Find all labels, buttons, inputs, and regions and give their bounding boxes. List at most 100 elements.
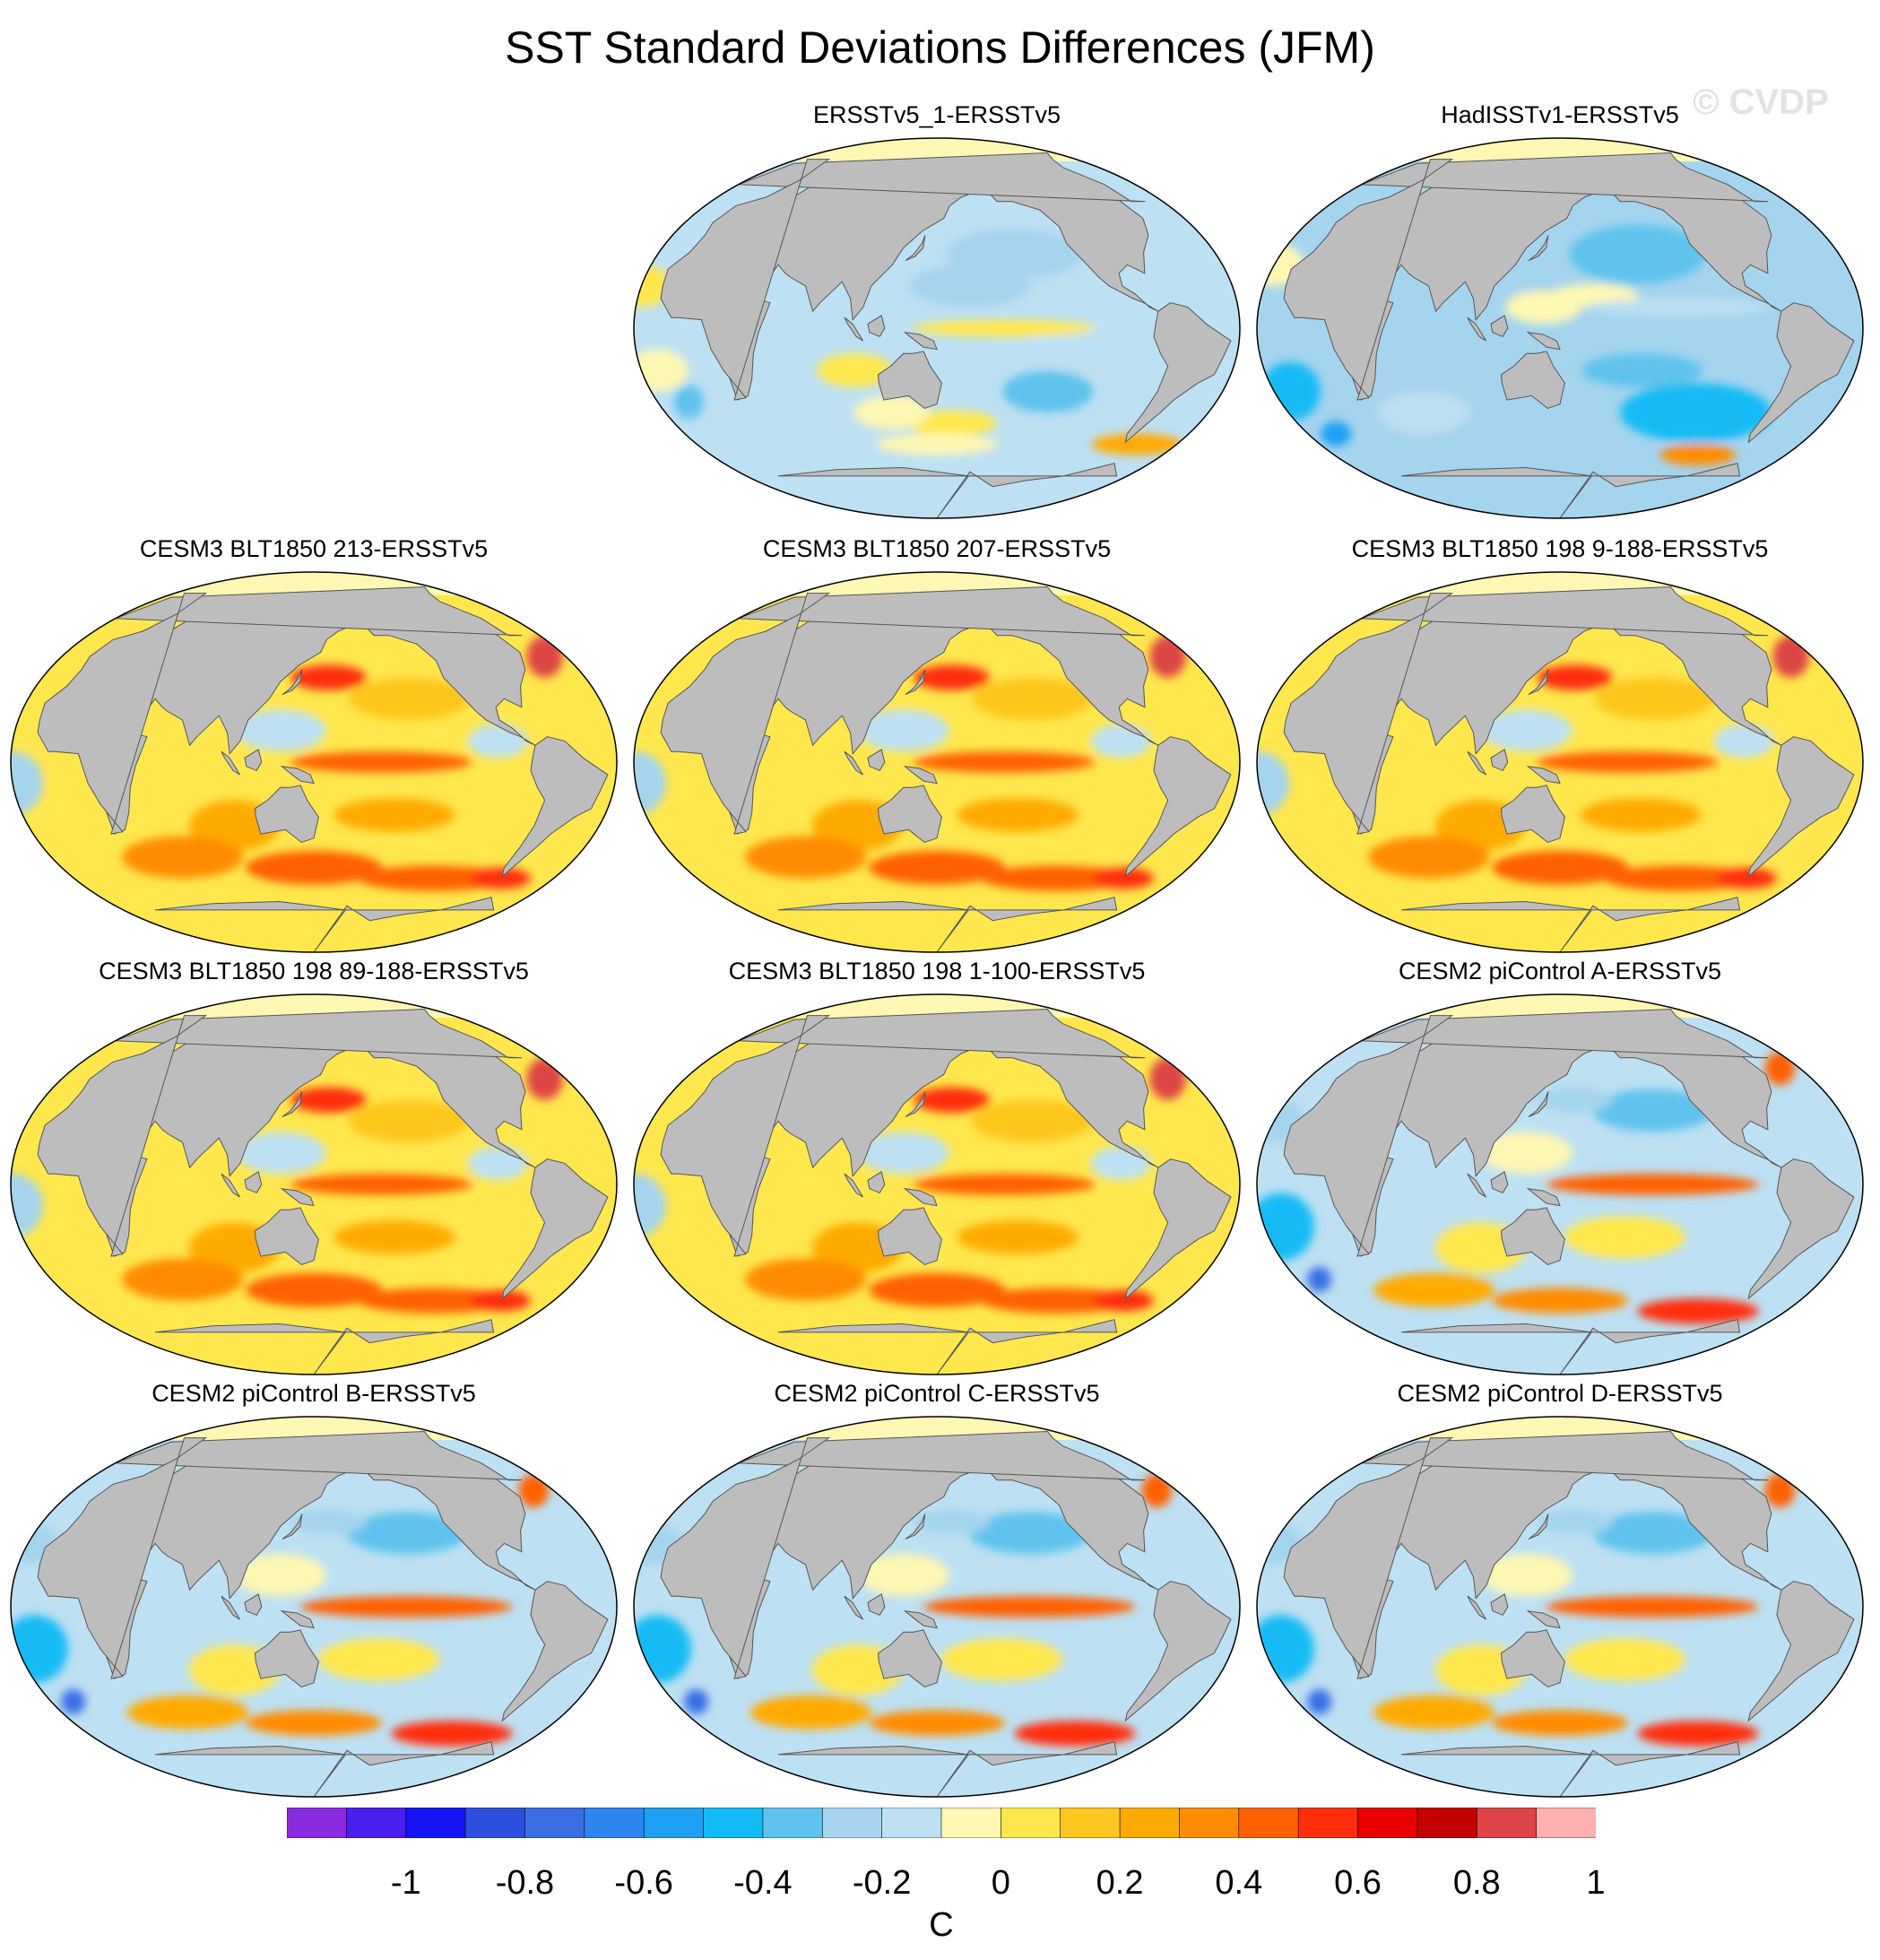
anomaly-region xyxy=(1546,1596,1759,1617)
anomaly-region xyxy=(1637,1298,1759,1324)
land-mass xyxy=(1283,1015,1454,1257)
anomaly-region xyxy=(526,635,563,678)
land-mass xyxy=(660,593,831,835)
panel-title: CESM3 BLT1850 198 1-100-ERSSTv5 xyxy=(728,958,1146,984)
anomaly-region xyxy=(245,1272,383,1307)
land-mass xyxy=(280,1187,315,1207)
anomaly-region xyxy=(358,1288,510,1314)
map-border xyxy=(1256,1416,1864,1798)
colorbar-swatch xyxy=(286,1807,348,1839)
anomaly-region xyxy=(1091,433,1183,455)
colorbar-swatch xyxy=(1060,1807,1121,1839)
land-mass xyxy=(37,1437,208,1679)
map-panel: ERSSTv5_1-ERSSTv5 xyxy=(632,100,1242,522)
colorbar-swatch xyxy=(940,1807,1002,1839)
colorbar-swatches xyxy=(286,1807,1597,1839)
anomaly-region xyxy=(1491,1710,1629,1736)
anomaly-region xyxy=(348,677,470,720)
land-mass xyxy=(867,749,886,772)
land-mass xyxy=(280,1609,315,1629)
anomaly-region xyxy=(1307,1688,1332,1715)
land-mass xyxy=(154,897,495,952)
anomaly-region xyxy=(913,751,1096,773)
land-mass xyxy=(777,1741,1118,1797)
anomaly-region xyxy=(868,1272,1006,1307)
colorbar xyxy=(286,1807,1597,1843)
colorbar-tick-label: 1 xyxy=(1586,1864,1606,1902)
anomaly-region xyxy=(1546,1174,1759,1195)
anomaly-region xyxy=(1581,353,1703,387)
anomaly-region xyxy=(749,1695,872,1730)
anomaly-region xyxy=(391,1721,513,1747)
colorbar-swatch xyxy=(1536,1807,1597,1839)
land-mass xyxy=(1500,1207,1565,1266)
land-mass xyxy=(1528,235,1549,262)
land-mass xyxy=(660,1437,831,1679)
panel-title: ERSSTv5_1-ERSSTv5 xyxy=(812,101,1061,128)
anomaly-region xyxy=(122,836,244,879)
map-panel: CESM3 BLT1850 207-ERSSTv5 xyxy=(632,534,1242,956)
map-border xyxy=(633,993,1241,1375)
land-mass xyxy=(254,1207,319,1266)
land-mass xyxy=(501,1581,609,1722)
land-mass xyxy=(877,1629,942,1688)
land-mass xyxy=(905,669,926,696)
anomaly-region xyxy=(1619,383,1772,443)
anomaly-region xyxy=(235,1554,326,1597)
anomaly-region xyxy=(1580,798,1702,832)
land-mass xyxy=(221,1173,241,1198)
land-mass xyxy=(37,593,208,835)
land-mass xyxy=(115,1430,523,1481)
anomaly-region xyxy=(1537,664,1614,690)
anomaly-region xyxy=(1564,1638,1685,1681)
anomaly-region xyxy=(957,798,1079,832)
colorbar-swatch xyxy=(1238,1807,1299,1839)
anomaly-region xyxy=(467,1146,529,1181)
anomaly-region xyxy=(745,1258,867,1301)
panel-title: CESM2 piControl B-ERSSTv5 xyxy=(152,1380,476,1407)
land-mass xyxy=(903,1187,938,1207)
land-mass xyxy=(254,1629,319,1688)
land-mass xyxy=(844,317,864,342)
land-mass xyxy=(282,669,303,696)
anomaly-region xyxy=(817,353,893,387)
land-mass xyxy=(738,152,1146,203)
land-mass xyxy=(738,1430,1146,1481)
colorbar-tick-label: -0.2 xyxy=(852,1864,912,1902)
land-mass xyxy=(1526,765,1561,785)
land-mass xyxy=(844,1173,864,1198)
map-panel: CESM2 piControl A-ERSSTv5 xyxy=(1255,957,1865,1378)
land-mass xyxy=(1500,1629,1565,1688)
robinson-map xyxy=(633,1416,1241,1798)
panel-title: CESM2 piControl D-ERSSTv5 xyxy=(1397,1380,1723,1407)
map-panel: CESM3 BLT1850 198 9-188-ERSSTv5 xyxy=(1255,534,1865,956)
anomaly-region xyxy=(334,798,455,832)
land-mass xyxy=(1526,1187,1561,1207)
anomaly-region xyxy=(317,1638,439,1681)
anomaly-region xyxy=(971,677,1093,720)
map-border xyxy=(10,1416,618,1798)
robinson-map xyxy=(1256,571,1864,953)
land-mass xyxy=(877,1207,942,1266)
anomaly-region xyxy=(1481,709,1572,752)
panel-title: CESM3 BLT1850 213-ERSSTv5 xyxy=(139,535,489,562)
colorbar-tick-label: 0.6 xyxy=(1334,1864,1382,1902)
anomaly-region xyxy=(1564,1216,1685,1259)
anomaly-region xyxy=(876,433,998,455)
anomaly-region xyxy=(1592,1512,1714,1555)
land-mass xyxy=(244,749,263,772)
anomaly-region xyxy=(245,850,383,885)
anomaly-region xyxy=(1260,361,1321,421)
land-mass xyxy=(1526,331,1561,351)
land-mass xyxy=(1361,1430,1769,1481)
land-mass xyxy=(1747,1581,1855,1722)
land-mass xyxy=(282,1091,303,1118)
anomaly-region xyxy=(1659,444,1737,466)
anomaly-region xyxy=(914,1087,991,1113)
anomaly-region xyxy=(853,395,930,430)
map-border xyxy=(10,993,618,1375)
anomaly-region xyxy=(1592,1089,1714,1132)
land-mass xyxy=(1528,1513,1549,1540)
anomaly-region xyxy=(1002,370,1094,413)
anomaly-region xyxy=(1307,1266,1332,1293)
